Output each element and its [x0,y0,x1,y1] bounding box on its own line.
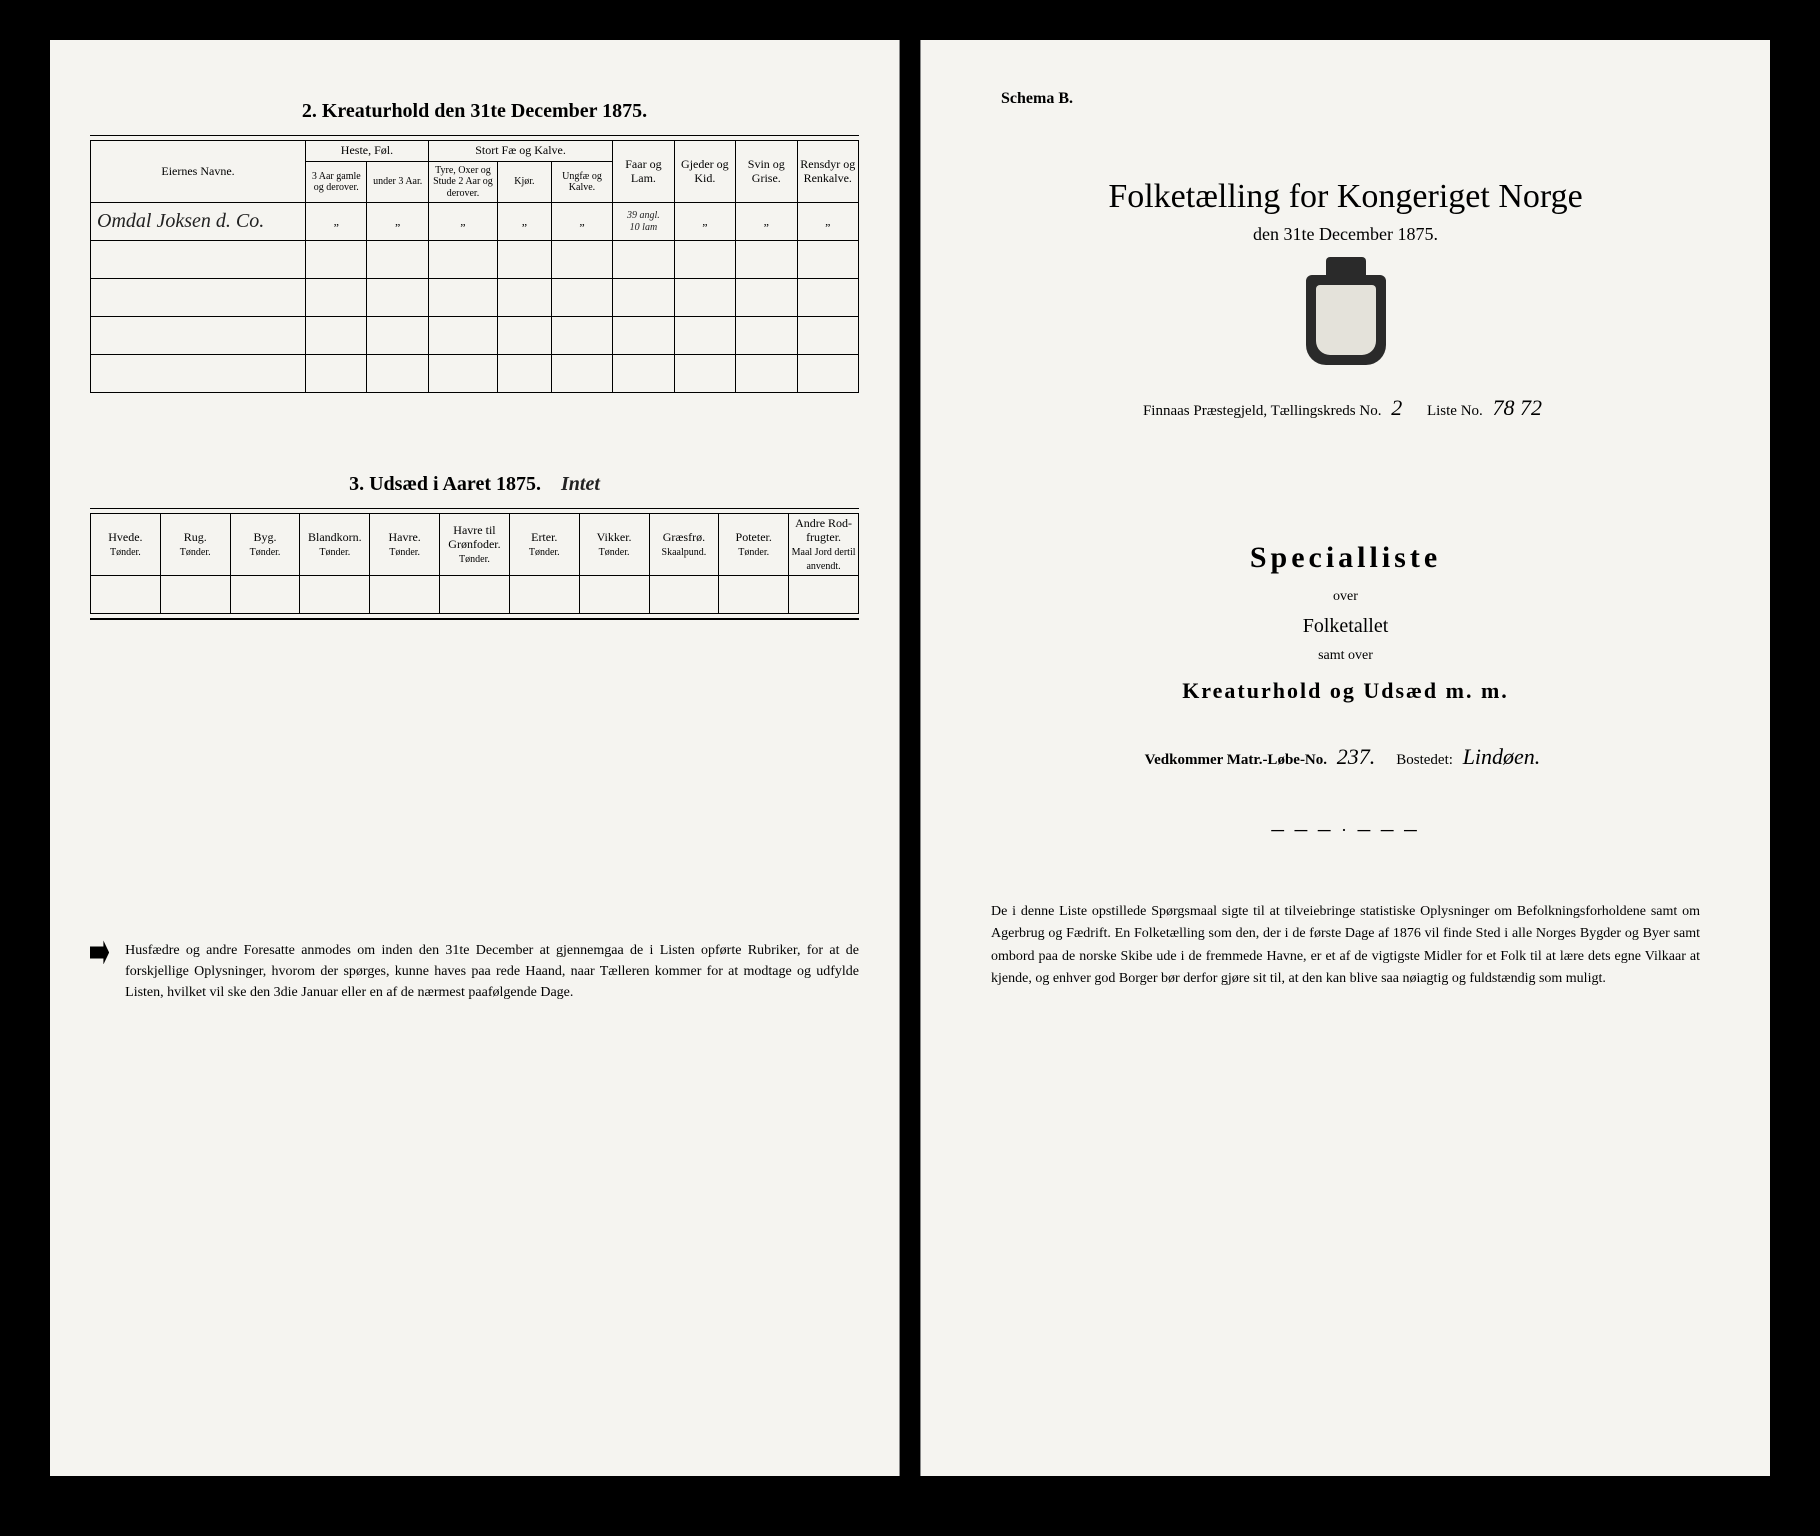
census-title: Folketælling for Kongeriget Norge [961,178,1730,216]
cell: „ [551,203,612,241]
liste-number: 78 72 [1487,395,1549,420]
cell: „ [428,203,497,241]
cell: „ [674,203,735,241]
col-sheep: Faar og Lam. [613,141,674,203]
sub-cattle-3: Ungfæ og Kalve. [551,161,612,203]
district-line: Finnaas Præstegjeld, Tællingskreds No. 2… [961,395,1730,421]
specialliste-title: Specialliste [961,541,1730,575]
col-goats: Gjeder og Kid. [674,141,735,203]
owner-name: Omdal Joksen d. Co. [91,203,306,241]
vedk-label: Vedkommer Matr.-Løbe-No. [1145,752,1327,768]
col: Poteter.Tønder. [719,514,789,576]
col: Havre til Grønfoder.Tønder. [440,514,510,576]
table-row [91,355,859,393]
cell-sheep: 39 angl. 10 lam [613,203,674,241]
col-group-horses: Heste, Føl. [306,141,429,162]
right-footnote: De i denne Liste opstillede Spørgsmaal s… [961,901,1730,991]
rule [90,618,859,620]
col: Byg.Tønder. [230,514,300,576]
cell: „ [306,203,367,241]
table-row [91,576,859,614]
schema-label: Schema B. [1001,90,1730,108]
sub-horse-1: 3 Aar gamle og derover. [306,161,367,203]
col: Havre.Tønder. [370,514,440,576]
table-row [91,241,859,279]
vedkommer-line: Vedkommer Matr.-Løbe-No. 237. Bostedet: … [961,744,1730,770]
table-row [91,279,859,317]
sub-cattle-1: Tyre, Oxer og Stude 2 Aar og derover. [428,161,497,203]
section-2-title: 2. Kreaturhold den 31te December 1875. [90,100,859,123]
col-reindeer: Rensdyr og Renkalve. [797,141,858,203]
col-pigs: Svin og Grise. [736,141,797,203]
rule [90,508,859,509]
col: Vikker.Tønder. [579,514,649,576]
section-3-title: 3. Udsæd i Aaret 1875. Intet [90,473,859,496]
cell: „ [797,203,858,241]
livestock-table: Eiernes Navne. Heste, Føl. Stort Fæ og K… [90,140,859,393]
col: Græsfrø.Skaalpund. [649,514,719,576]
col: Erter.Tønder. [509,514,579,576]
kreaturhold-label: Kreaturhold og Udsæd m. m. [961,678,1730,704]
pointing-hand-icon [90,940,109,964]
col-group-cattle: Stort Fæ og Kalve. [428,141,612,162]
col-owner: Eiernes Navne. [91,141,306,203]
district-prefix: Finnaas Præstegjeld, Tællingskreds No. [1143,403,1381,419]
right-page: Schema B. Folketælling for Kongeriget No… [920,40,1770,1476]
district-number: 2 [1385,395,1408,420]
col: Rug.Tønder. [160,514,230,576]
sub-horse-2: under 3 Aar. [367,161,428,203]
bosted-value: Lindøen. [1457,744,1547,769]
cell: „ [367,203,428,241]
cell: „ [498,203,552,241]
section-3-label: 3. Udsæd i Aaret 1875. [349,473,541,495]
left-footnote-block: Husfædre og andre Foresatte anmodes om i… [90,940,859,1003]
coat-of-arms-icon [1306,275,1386,365]
page-spread: 2. Kreaturhold den 31te December 1875. E… [50,40,1770,1476]
census-subtitle: den 31te December 1875. [961,224,1730,245]
matr-no: 237. [1331,744,1382,769]
folketallet-label: Folketallet [961,615,1730,638]
cell: „ [736,203,797,241]
scan-frame: 2. Kreaturhold den 31te December 1875. E… [0,0,1820,1536]
left-footnote: Husfædre og andre Foresatte anmodes om i… [125,940,859,1003]
section-3-handwritten: Intet [561,473,600,495]
table-row: Omdal Joksen d. Co. „ „ „ „ „ 39 angl. 1… [91,203,859,241]
left-page: 2. Kreaturhold den 31te December 1875. E… [50,40,900,1476]
seed-table: Hvede.Tønder. Rug.Tønder. Byg.Tønder. Bl… [90,513,859,614]
col: Andre Rod-frugter.Maal Jord dertil anven… [789,514,859,576]
samt-label: samt over [961,648,1730,664]
table-row [91,317,859,355]
rule [90,135,859,136]
sub-cattle-2: Kjør. [498,161,552,203]
col: Blandkorn.Tønder. [300,514,370,576]
bosted-label: Bostedet: [1396,752,1453,768]
col: Hvede.Tønder. [91,514,161,576]
over-label: over [961,589,1730,605]
ornament-divider: ─ ─ ─ · ─ ─ ─ [961,820,1730,841]
liste-label: Liste No. [1427,403,1483,419]
